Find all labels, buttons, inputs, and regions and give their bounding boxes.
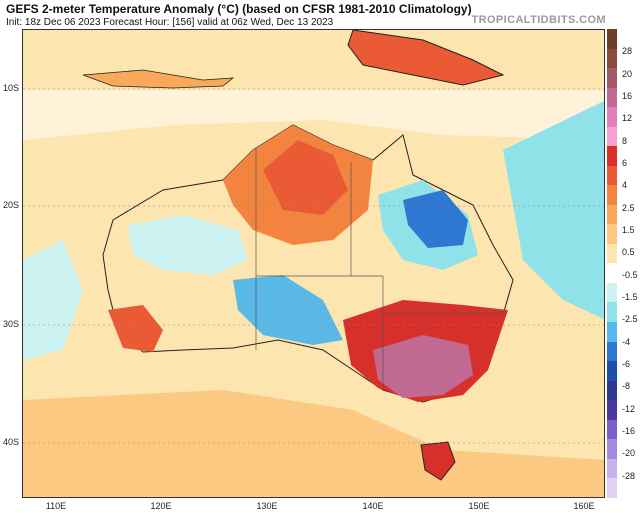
queensland-cold-core bbox=[403, 190, 468, 248]
west-cool-ocean bbox=[23, 240, 83, 360]
central-cool-anomaly bbox=[233, 275, 343, 345]
colorbar-label: 8 bbox=[622, 135, 628, 146]
colorbar-segment bbox=[607, 380, 617, 401]
colorbar-segment bbox=[607, 282, 617, 303]
colorbar-segment bbox=[607, 204, 617, 225]
colorbar-label: -6 bbox=[622, 359, 631, 369]
colorbar-segment bbox=[607, 400, 617, 420]
southwest-warm-anomaly bbox=[108, 305, 163, 352]
colorbar-label: -2.5 bbox=[622, 314, 638, 325]
colorbar-label: -1.5 bbox=[622, 292, 638, 302]
colorbar-segment bbox=[607, 87, 617, 108]
colorbar-segment bbox=[607, 224, 617, 244]
colorbar-label: 28 bbox=[622, 46, 633, 57]
gridlines bbox=[23, 88, 604, 444]
colorbar-label: 2.5 bbox=[622, 202, 635, 213]
colorbar-label: -16 bbox=[622, 426, 636, 436]
colorbar-label: 16 bbox=[622, 91, 633, 101]
colorbar-label: -20 bbox=[622, 448, 636, 459]
colorbar-segment bbox=[607, 361, 617, 381]
tasmania bbox=[420, 441, 456, 481]
lon-label-140e: 140E bbox=[362, 501, 384, 511]
brand-watermark: TROPICALTIDBITS.COM bbox=[471, 14, 606, 26]
colorbar-segment bbox=[607, 321, 617, 342]
new-guinea bbox=[347, 30, 505, 86]
colorbar-segment bbox=[607, 419, 617, 440]
chart-title: GEFS 2-meter Temperature Anomaly (°C) (b… bbox=[6, 2, 472, 16]
colorbar-segment bbox=[607, 185, 617, 205]
colorbar-label: 1.5 bbox=[622, 225, 635, 235]
colorbar-label: -28 bbox=[622, 470, 636, 481]
lon-label-160e: 160E bbox=[573, 501, 595, 511]
colorbar-label: -0.5 bbox=[622, 269, 638, 280]
lon-label-120e: 120E bbox=[150, 501, 172, 511]
colorbar-segment bbox=[607, 302, 617, 322]
colorbar-segment bbox=[607, 243, 617, 264]
colorbar-segment bbox=[607, 107, 617, 127]
lat-label-10s: 10S bbox=[3, 83, 20, 93]
colorbar-label: -4 bbox=[622, 336, 631, 347]
east-cool-ocean bbox=[503, 100, 604, 320]
colorbar-segment bbox=[607, 478, 617, 498]
colorbar-segment bbox=[607, 458, 617, 479]
lon-label-150e: 150E bbox=[468, 501, 490, 511]
colorbar-segment bbox=[607, 29, 617, 49]
west-cool-anomaly bbox=[128, 215, 248, 275]
indonesia-islands bbox=[82, 69, 235, 89]
colorbar-label: 6 bbox=[622, 158, 628, 168]
colorbar-segment bbox=[607, 48, 617, 69]
lon-label-130e: 130E bbox=[256, 501, 278, 511]
lon-label-110e: 110E bbox=[45, 501, 67, 511]
colorbar-segment bbox=[607, 146, 617, 166]
colorbar-segment bbox=[607, 165, 617, 186]
colorbar-segment bbox=[607, 439, 617, 459]
colorbar-label: 4 bbox=[622, 180, 628, 191]
state-borders bbox=[255, 148, 505, 390]
colorbar-segment bbox=[607, 263, 617, 283]
colorbar-label: -12 bbox=[622, 403, 636, 414]
lat-label-30s: 30S bbox=[3, 319, 20, 329]
colorbar-label: 0.5 bbox=[622, 247, 635, 258]
colorbar-label: 20 bbox=[622, 68, 633, 79]
map-canvas bbox=[23, 30, 604, 497]
anomaly-map bbox=[22, 29, 605, 498]
southeast-extreme-core bbox=[373, 335, 473, 398]
chart-subtitle: Init: 18z Dec 06 2023 Forecast Hour: [15… bbox=[6, 17, 334, 28]
southern-ocean-warm bbox=[23, 390, 604, 497]
colorbar-label: -8 bbox=[622, 381, 631, 392]
colorbar-label: 12 bbox=[622, 113, 633, 124]
north-core-anomaly bbox=[263, 140, 348, 215]
lat-label-40s: 40S bbox=[3, 437, 20, 447]
colorbar-segment bbox=[607, 126, 617, 147]
colorbar-segment bbox=[607, 68, 617, 88]
lat-label-20s: 20S bbox=[3, 200, 20, 210]
colorbar-segment bbox=[607, 341, 617, 362]
colorbar bbox=[607, 29, 617, 498]
north-tropical-band bbox=[23, 90, 604, 140]
